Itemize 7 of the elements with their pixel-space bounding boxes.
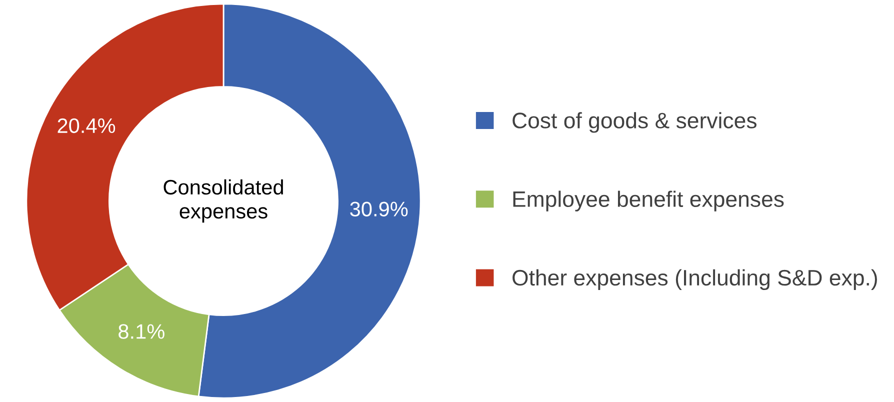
legend-label: Cost of goods & services — [512, 112, 756, 133]
data-label: 20.4% — [58, 118, 116, 134]
legend-label: Other expenses (Including S&D exp.) — [512, 269, 877, 290]
legend-label: Employee benefit expenses — [513, 190, 784, 212]
text: Consolidated expenses — [164, 179, 283, 223]
data-label: 8.1% — [118, 324, 164, 339]
data-label: 30.9% — [350, 202, 408, 216]
